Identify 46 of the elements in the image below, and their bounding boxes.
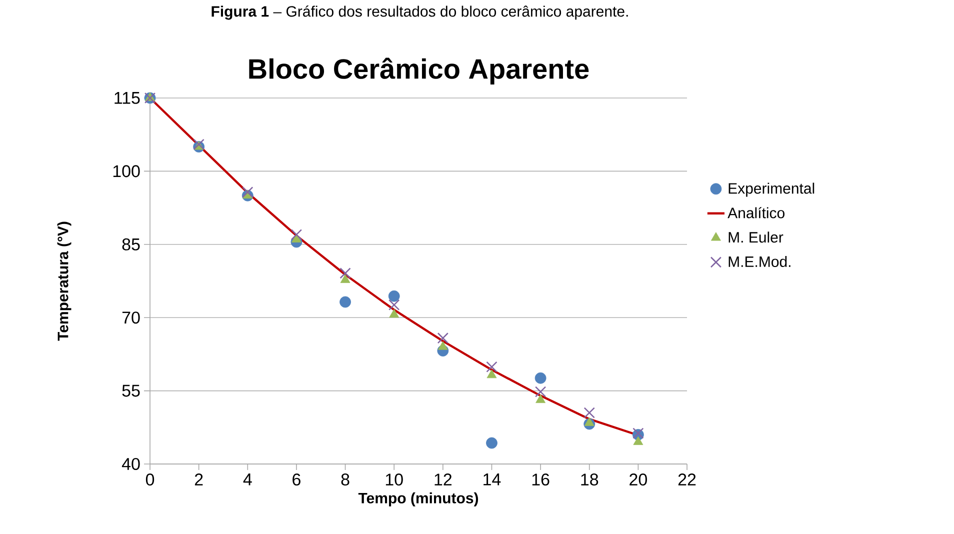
text: Figura 1 – Gráfico dos resultados do bloco cerâmico aparente. (212, 6, 628, 20)
point (242, 186, 254, 198)
point (389, 308, 400, 318)
x-tick-label: 18 (581, 474, 598, 486)
point (437, 332, 449, 344)
legend-label: M. Euler (728, 232, 784, 243)
point (584, 417, 594, 426)
legend-label: Experimental (728, 182, 814, 197)
x-tick-label: 4 (243, 474, 252, 486)
y-tick-label: 70 (122, 312, 140, 324)
y-tick-label: 100 (113, 165, 140, 178)
point (486, 369, 497, 378)
point (486, 437, 498, 449)
x-tick-label: 2 (194, 474, 203, 486)
point (534, 386, 546, 398)
point (486, 361, 498, 372)
point (193, 138, 204, 150)
point (340, 296, 351, 308)
point (388, 299, 400, 310)
y-tick-label: 40 (122, 458, 140, 470)
y-axis-title: Temperatura (°V) (57, 222, 72, 341)
y-tick-label: 55 (122, 384, 140, 397)
point (388, 290, 400, 302)
x-tick-label: 16 (532, 474, 550, 486)
point (438, 341, 448, 350)
point (340, 274, 350, 283)
point (584, 407, 595, 418)
x-tick-label: 22 (678, 474, 696, 486)
point (633, 436, 644, 445)
x-tick-label: 14 (484, 474, 501, 486)
x-tick-label: 12 (434, 474, 452, 486)
chart-title: Bloco Cerâmico Aparente (249, 58, 589, 84)
x-tick-label: 6 (292, 474, 300, 486)
y-tick-label: 85 (122, 238, 140, 250)
legend-label: M.E.Mod. (728, 256, 790, 268)
point (340, 268, 351, 279)
point (534, 372, 546, 384)
y-tick-label: 115 (114, 92, 140, 104)
x-tick-label: 20 (630, 474, 647, 486)
point (536, 394, 546, 404)
x-tick-label: 8 (341, 474, 350, 486)
point (290, 229, 302, 240)
x-tick-label: 10 (386, 474, 403, 486)
x-axis-title: Tempo (minutos) (358, 492, 478, 506)
legend-label: Analítico (728, 207, 784, 218)
x-tick-label: 0 (146, 474, 154, 486)
